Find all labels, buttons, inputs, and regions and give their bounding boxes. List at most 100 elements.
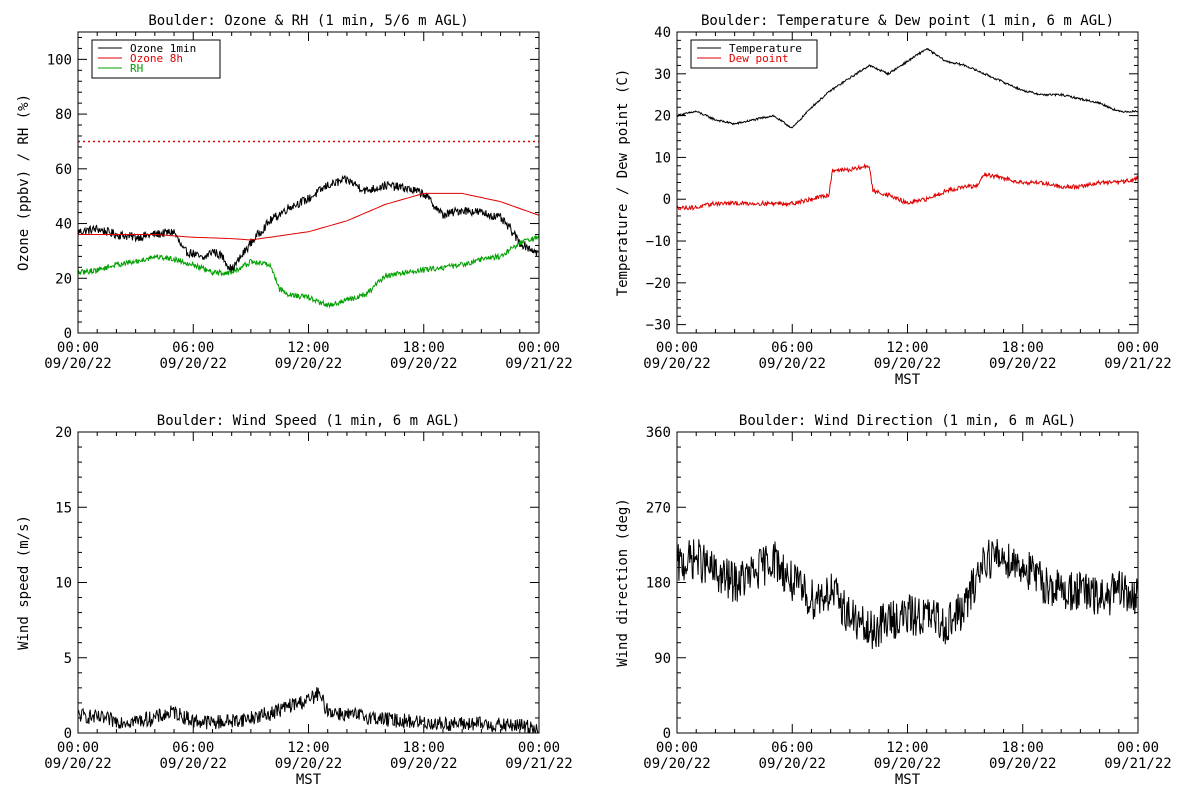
xtick-time-label: 12:00 <box>287 340 329 356</box>
ytick-label: 60 <box>55 162 72 178</box>
xtick-date-label: 09/20/22 <box>275 356 342 372</box>
xtick-time-label: 06:00 <box>172 740 214 756</box>
xtick-time-label: 18:00 <box>1002 340 1044 356</box>
ytick-label: 100 <box>47 52 72 68</box>
plot-frame <box>676 31 1139 334</box>
xtick-date-label: 09/21/22 <box>1104 356 1171 372</box>
xtick-time-label: 12:00 <box>886 740 928 756</box>
legend-label: Dew point <box>729 52 789 65</box>
panel-title: Boulder: Wind Speed (1 min, 6 m AGL) <box>157 413 460 429</box>
xtick-date-label: 09/20/22 <box>989 356 1056 372</box>
xtick-date-label: 09/20/22 <box>643 356 710 372</box>
x-axis-label: MST <box>296 772 322 788</box>
xtick-time-label: 06:00 <box>771 340 813 356</box>
ytick-label: 5 <box>64 651 72 667</box>
xtick-time-label: 18:00 <box>1002 740 1044 756</box>
x-axis-label: MST <box>895 372 921 388</box>
xtick-date-label: 09/20/22 <box>390 756 457 772</box>
ytick-label: 40 <box>654 25 671 41</box>
legend-box <box>91 39 221 79</box>
ytick-label: 20 <box>55 425 72 441</box>
ytick-label: 15 <box>55 500 72 516</box>
legend-label: RH <box>130 62 143 75</box>
xtick-date-label: 09/21/22 <box>505 356 572 372</box>
xtick-date-label: 09/20/22 <box>874 756 941 772</box>
xtick-time-label: 00:00 <box>656 340 698 356</box>
y-axis-label: Ozone (ppbv) / RH (%) <box>16 94 32 271</box>
series-line-2 <box>78 192 539 241</box>
ytick-label: 180 <box>646 576 671 592</box>
ytick-label: 20 <box>654 109 671 125</box>
xtick-date-label: 09/20/22 <box>874 356 941 372</box>
xtick-time-label: 06:00 <box>771 740 813 756</box>
xtick-time-label: 12:00 <box>287 740 329 756</box>
ytick-label: 0 <box>663 192 671 208</box>
ytick-label: 10 <box>55 576 72 592</box>
ytick-label: 270 <box>646 500 671 516</box>
xtick-date-label: 09/21/22 <box>505 756 572 772</box>
ytick-label: 40 <box>55 217 72 233</box>
ytick-label: 0 <box>663 726 671 742</box>
xtick-date-label: 09/20/22 <box>44 756 111 772</box>
xtick-date-label: 09/20/22 <box>275 756 342 772</box>
xtick-time-label: 00:00 <box>57 740 99 756</box>
ytick-label: 0 <box>64 726 72 742</box>
xtick-time-label: 00:00 <box>518 740 560 756</box>
y-axis-label: Wind speed (m/s) <box>16 515 32 650</box>
y-axis-label: Wind direction (deg) <box>615 498 631 667</box>
ytick-label: −20 <box>646 276 671 292</box>
ytick-label: −10 <box>646 234 671 250</box>
ytick-label: 30 <box>654 67 671 83</box>
plot-frame <box>77 31 540 334</box>
ytick-label: −30 <box>646 318 671 334</box>
panel-1: Boulder: Ozone & RH (1 min, 5/6 m AGL) 0 2… <box>16 13 573 372</box>
xtick-date-label: 09/20/22 <box>643 756 710 772</box>
ytick-label: 90 <box>654 651 671 667</box>
y-axis-label: Temperature / Dew point (C) <box>615 69 631 297</box>
xtick-time-label: 00:00 <box>57 340 99 356</box>
plot-frame <box>676 431 1139 734</box>
legend-box <box>690 39 818 69</box>
series-line-3 <box>78 234 539 309</box>
panel-4: Boulder: Wind Direction (1 min, 6 m AGL)… <box>615 413 1172 788</box>
xtick-date-label: 09/20/22 <box>160 356 227 372</box>
xtick-time-label: 18:00 <box>403 340 445 356</box>
series-line-1 <box>78 174 539 274</box>
plot-frame <box>77 431 540 734</box>
panel-title: Boulder: Wind Direction (1 min, 6 m AGL) <box>739 413 1076 429</box>
xtick-time-label: 06:00 <box>172 340 214 356</box>
xtick-date-label: 09/20/22 <box>44 356 111 372</box>
series-line-2 <box>677 163 1138 212</box>
xtick-date-label: 09/20/22 <box>759 356 826 372</box>
series-line-1 <box>677 48 1138 129</box>
xtick-time-label: 00:00 <box>1117 740 1159 756</box>
ytick-label: 0 <box>64 326 72 342</box>
xtick-date-label: 09/20/22 <box>989 756 1056 772</box>
xtick-date-label: 09/20/22 <box>160 756 227 772</box>
series-line-1 <box>78 687 539 733</box>
xtick-date-label: 09/21/22 <box>1104 756 1171 772</box>
xtick-time-label: 00:00 <box>1117 340 1159 356</box>
xtick-date-label: 09/20/22 <box>759 756 826 772</box>
legend-label: Temperature <box>729 42 802 55</box>
panel-title: Boulder: Ozone & RH (1 min, 5/6 m AGL) <box>148 13 468 29</box>
legend-label: Ozone 1min <box>130 42 196 55</box>
panel-title: Boulder: Temperature & Dew point (1 min,… <box>701 13 1114 29</box>
x-axis-label: MST <box>895 772 921 788</box>
ytick-label: 360 <box>646 425 671 441</box>
panel-2: Boulder: Temperature & Dew point (1 min,… <box>615 13 1172 388</box>
panel-3: Boulder: Wind Speed (1 min, 6 m AGL) 0 5 10… <box>16 413 573 788</box>
ytick-label: 80 <box>55 107 72 123</box>
series-line-1 <box>677 538 1138 650</box>
ytick-label: 10 <box>654 150 671 166</box>
xtick-time-label: 12:00 <box>886 340 928 356</box>
xtick-time-label: 00:00 <box>518 340 560 356</box>
ytick-label: 20 <box>55 271 72 287</box>
xtick-time-label: 00:00 <box>656 740 698 756</box>
xtick-time-label: 18:00 <box>403 740 445 756</box>
legend-label: Ozone 8h <box>130 52 183 65</box>
